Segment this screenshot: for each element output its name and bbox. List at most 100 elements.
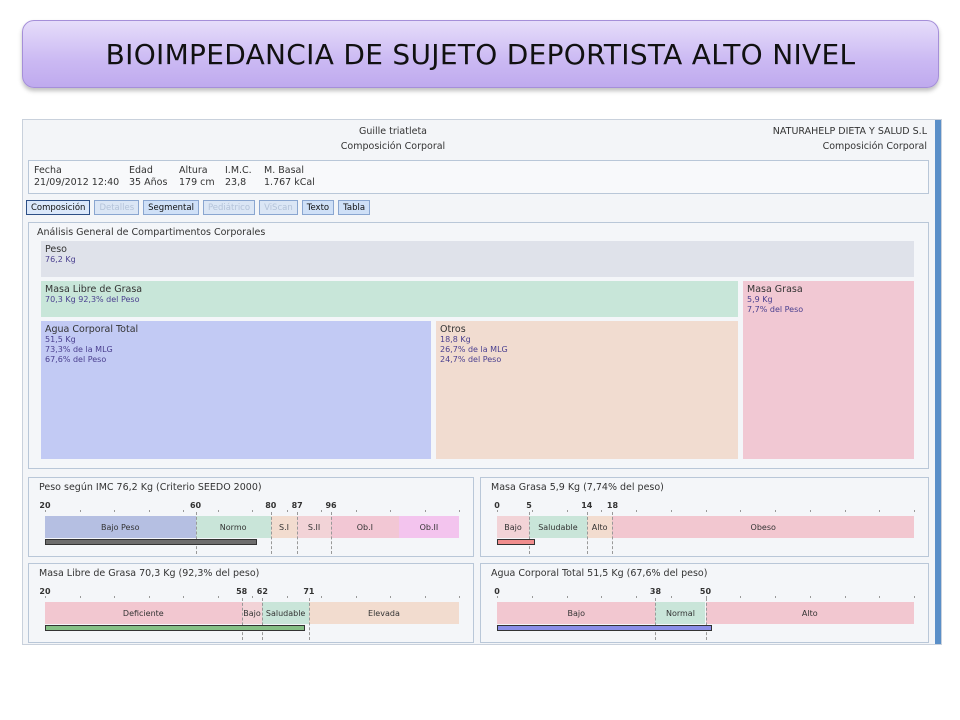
range-segment: Saludable [262,602,309,624]
threshold-line [331,512,333,554]
axis-minor-tick [252,596,253,598]
compartments-panel: Análisis General de Compartimentos Corpo… [28,222,929,469]
threshold-line [297,512,299,554]
tab-composicion[interactable]: Composición [26,200,91,215]
fecha-label: Fecha [34,165,62,176]
tick-label: 60 [189,501,202,510]
peso-block: Peso 76,2 Kg [41,241,914,277]
threshold-line [262,598,264,640]
agua-pct-peso: 67,6% del Peso [45,355,107,364]
axis-minor-tick [459,510,460,512]
range-segment: Bajo Peso [45,516,196,538]
tick-label: 96 [325,501,337,510]
view-tabs: Composición Detalles Segmental Pediátric… [26,200,371,215]
range-segment: Ob.II [398,516,459,538]
otros-block: Otros 18,8 Kg 26,7% de la MLG 24,7% del … [436,321,738,459]
mlg-value: 70,3 Kg 92,3% del Peso [45,295,140,304]
axis-minor-tick [321,596,322,598]
axis-minor-tick [636,596,637,598]
tab-texto[interactable]: Texto [301,200,335,215]
axis-minor-tick [775,510,776,512]
threshold-line [612,512,614,554]
axis-minor-tick [252,510,253,512]
value-indicator-bar [45,539,257,545]
imc-value: 23,8 [225,177,247,188]
axis-minor-tick [424,596,426,598]
tick-label: 14 [581,501,593,510]
axis-minor-tick [844,596,846,598]
range-segment: Deficiente [45,602,242,624]
tick-label: 71 [303,587,315,596]
threshold-line [308,598,310,640]
tick-label: 0 [494,501,500,510]
peso-value: 76,2 Kg [45,255,76,264]
edad-field: Edad 35 Años [129,165,167,189]
edad-value: 35 Años [129,177,168,188]
axis-minor-tick [740,510,742,512]
tick-label: 5 [526,501,532,510]
range-segment: Normo [195,516,271,538]
axis-minor-tick [45,596,46,598]
otros-label: Otros [440,324,466,335]
scale-title: Masa Libre de Grasa 70,3 Kg (92,3% del p… [39,568,260,579]
axis-minor-tick [531,596,533,598]
tick-label: 0 [494,587,500,596]
mbasal-label: M. Basal [264,165,304,176]
threshold-line [529,512,531,554]
axis-minor-tick [809,596,811,598]
range-segment: Elevada [308,602,459,624]
axis-minor-tick [45,510,46,512]
axis-minor-tick [79,510,81,512]
agua-label: Agua Corporal Total [45,324,139,335]
axis-minor-tick [114,596,115,598]
axis-minor-tick [670,596,672,598]
tab-viscan[interactable]: ViScan [259,200,298,215]
subject-name: Guille triatleta [358,126,427,137]
otros-kg: 18,8 Kg [440,335,471,344]
axis-minor-tick [809,510,811,512]
agua-pct-mlg: 73,3% de la MLG [45,345,113,354]
axis-minor-tick [775,596,776,598]
axis-minor-tick [566,596,568,598]
edad-label: Edad [129,165,153,176]
mlg-label: Masa Libre de Grasa [45,284,143,295]
mbasal-value: 1.767 kCal [264,177,315,188]
axis-minor-tick [79,596,81,598]
mbasal-field: M. Basal 1.767 kCal [264,165,315,189]
tab-segmental[interactable]: Segmental [143,200,199,215]
peso-imc-scale-panel: Peso según IMC 76,2 Kg (Criterio SEEDO 2… [28,477,474,557]
range-segment: Obeso [612,516,914,538]
otros-pct-peso: 24,7% del Peso [440,355,502,364]
masa-grasa-scale-panel: Masa Grasa 5,9 Kg (7,74% del peso) Bajo S… [480,477,929,557]
range-segment: Saludable [529,516,587,538]
range-segment: S.I [270,516,298,538]
axis-minor-tick [601,596,603,598]
axis-minor-tick [844,510,846,512]
axis-minor-tick [355,596,357,598]
company-report-title: Composición Corporal [822,141,927,152]
vertical-scrollbar[interactable] [935,120,941,644]
bioimpedance-app-window: Guille triatleta Composición Corporal NA… [22,119,942,645]
range-segment: Bajo [497,516,530,538]
tick-label: 38 [649,587,662,596]
tick-label: 80 [265,501,277,510]
agua-kg: 51,5 Kg [45,335,76,344]
range-segment: Alto [586,516,613,538]
axis-minor-tick [531,510,533,512]
range-segment: Bajo [497,602,656,624]
mlg-scale-panel: Masa Libre de Grasa 70,3 Kg (92,3% del p… [28,563,474,643]
tab-detalles[interactable]: Detalles [94,200,140,215]
axis-minor-tick [148,596,150,598]
axis-minor-tick [114,510,115,512]
tab-tabla[interactable]: Tabla [338,200,371,215]
axis-minor-tick [705,596,707,598]
agua-block: Agua Corporal Total 51,5 Kg 73,3% de la … [41,321,431,459]
threshold-line [195,512,197,554]
axis-minor-tick [286,510,288,512]
threshold-line [586,512,588,554]
axis-minor-tick [879,596,881,598]
otros-pct-mlg: 26,7% de la MLG [440,345,508,354]
axis-minor-tick [148,510,150,512]
axis-minor-tick [914,596,915,598]
tab-pediatrico[interactable]: Pediátrico [202,200,256,215]
